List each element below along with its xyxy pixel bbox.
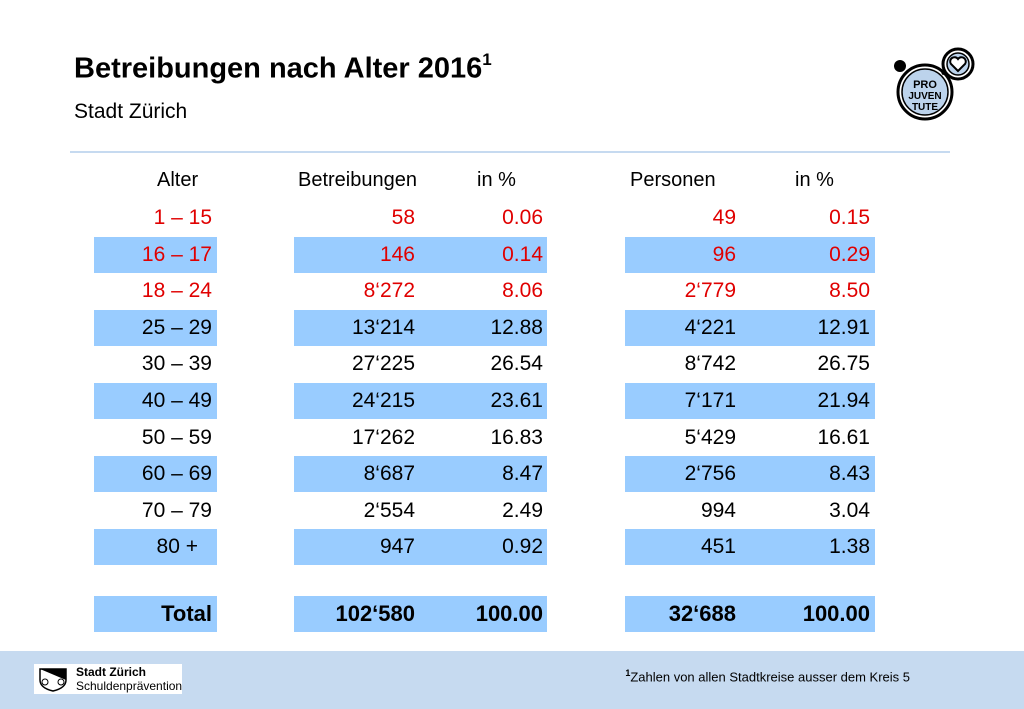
- cell-pers-pct: 8.50: [829, 279, 870, 302]
- cell-pers: 8‘742: [684, 352, 736, 375]
- cell-age: 70 – 79: [141, 499, 212, 522]
- row-band-age: [94, 383, 217, 419]
- cell-age: 30 – 39: [141, 352, 212, 375]
- cell-age: 18 – 24: [141, 279, 212, 302]
- row-band-pers: [625, 383, 875, 419]
- footer-bar: Stadt Zürich Schuldenprävention 1Zahlen …: [0, 651, 1024, 709]
- total-pers-pct: 100.00: [802, 601, 870, 626]
- cell-pers-pct: 1.38: [829, 535, 870, 558]
- row-band-betr: [294, 310, 547, 346]
- cell-pers: 96: [712, 243, 736, 266]
- cell-pers: 2‘779: [684, 279, 736, 302]
- cell-age: 50 – 59: [141, 426, 212, 449]
- logo-text-3: TUTE: [912, 102, 938, 113]
- cell-age: 25 – 29: [141, 316, 212, 339]
- cell-betr: 58: [391, 206, 415, 229]
- cell-pers: 2‘756: [684, 462, 736, 485]
- cell-age: 80 +: [156, 535, 198, 558]
- cell-age: 60 – 69: [141, 462, 212, 485]
- page-title: Betreibungen nach Alter 20161: [74, 50, 492, 85]
- stadt-zuerich-logo: Stadt Zürich Schuldenprävention: [34, 664, 182, 694]
- row-band-age: [94, 596, 217, 632]
- row-band-age: [94, 310, 217, 346]
- col-header-alter: Alter: [157, 169, 199, 191]
- title-divider: [70, 151, 950, 153]
- row-band-betr: [294, 383, 547, 419]
- cell-betr-pct: 0.92: [502, 535, 543, 558]
- row-band-pers: [625, 529, 875, 565]
- cell-pers-pct: 3.04: [829, 499, 870, 522]
- pro-juventute-logo: PRO JUVEN TUTE: [894, 47, 975, 121]
- total-pers: 32‘688: [668, 601, 736, 626]
- cell-pers-pct: 0.29: [829, 243, 870, 266]
- row-band-age: [94, 529, 217, 565]
- cell-betr: 947: [379, 535, 415, 558]
- cell-pers-pct: 21.94: [817, 389, 870, 412]
- logo-line-2: Schuldenprävention: [76, 679, 183, 693]
- row-band-pers: [625, 310, 875, 346]
- logo-text-1: PRO: [913, 79, 937, 91]
- cell-pers: 994: [700, 499, 736, 522]
- row-band-age: [94, 456, 217, 492]
- col-header-personen-pct: in %: [795, 169, 834, 191]
- cell-betr: 13‘214: [351, 316, 415, 339]
- cell-betr: 2‘554: [363, 499, 415, 522]
- row-band-pers: [625, 596, 875, 632]
- cell-betr-pct: 26.54: [490, 352, 543, 375]
- cell-pers-pct: 26.75: [817, 352, 870, 375]
- cell-betr: 27‘225: [351, 352, 415, 375]
- cell-pers-pct: 8.43: [829, 462, 870, 485]
- cell-betr: 24‘215: [351, 389, 415, 412]
- cell-pers: 49: [712, 206, 736, 229]
- logo-text-2: JUVEN: [908, 91, 941, 102]
- cell-betr-pct: 0.06: [502, 206, 543, 229]
- cell-pers-pct: 16.61: [817, 426, 870, 449]
- cell-betr-pct: 23.61: [490, 389, 543, 412]
- zurich-crest-icon: [39, 668, 67, 692]
- col-header-betreibungen-pct: in %: [477, 169, 516, 191]
- footnote-marker: 1: [625, 668, 631, 678]
- cell-age: 16 – 17: [141, 243, 212, 266]
- row-band-pers: [625, 237, 875, 273]
- cell-pers: 5‘429: [684, 426, 736, 449]
- cell-betr-pct: 12.88: [490, 316, 543, 339]
- row-band-age: [94, 237, 217, 273]
- row-band-betr: [294, 596, 547, 632]
- cell-betr-pct: 16.83: [490, 426, 543, 449]
- total-betr-pct: 100.00: [475, 601, 543, 626]
- cell-betr: 8‘687: [363, 462, 415, 485]
- col-header-personen: Personen: [630, 169, 716, 191]
- logo-line-1: Stadt Zürich: [76, 665, 147, 679]
- col-header-betreibungen: Betreibungen: [298, 169, 417, 191]
- cell-betr: 146: [379, 243, 415, 266]
- cell-betr-pct: 2.49: [502, 499, 543, 522]
- cell-pers-pct: 12.91: [817, 316, 870, 339]
- cell-betr: 17‘262: [351, 426, 415, 449]
- total-betr: 102‘580: [335, 601, 415, 626]
- page-subtitle: Stadt Zürich: [74, 100, 188, 123]
- row-band-betr: [294, 529, 547, 565]
- row-band-pers: [625, 456, 875, 492]
- cell-betr-pct: 8.47: [502, 462, 543, 485]
- row-band-betr: [294, 237, 547, 273]
- cell-pers: 7‘171: [684, 389, 736, 412]
- cell-betr-pct: 8.06: [502, 279, 543, 302]
- cell-pers-pct: 0.15: [829, 206, 870, 229]
- cell-pers: 4‘221: [684, 316, 736, 339]
- cell-age: 40 – 49: [141, 389, 212, 412]
- title-footnote-marker: 1: [482, 50, 492, 69]
- cell-betr-pct: 0.14: [502, 243, 543, 266]
- footnote: 1Zahlen von allen Stadtkreise ausser dem…: [625, 668, 910, 685]
- total-age: Total: [161, 601, 212, 626]
- cell-betr: 8‘272: [363, 279, 415, 302]
- row-band-betr: [294, 456, 547, 492]
- cell-pers: 451: [700, 535, 736, 558]
- cell-age: 1 – 15: [153, 206, 212, 229]
